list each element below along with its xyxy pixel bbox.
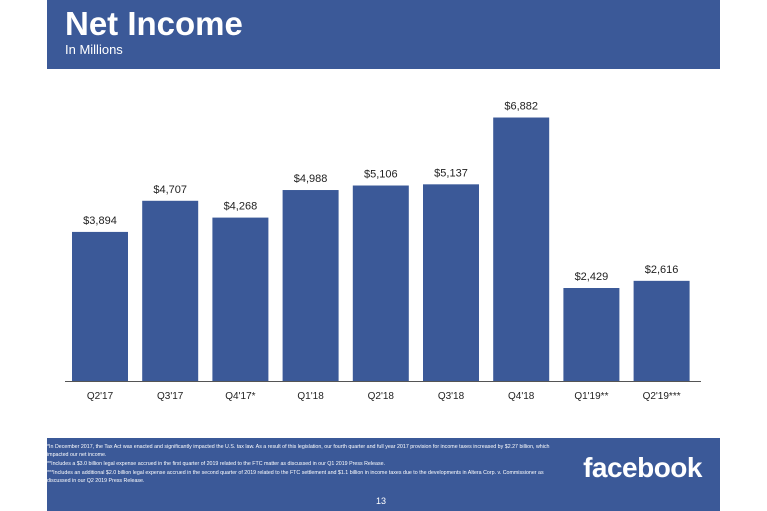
data-label-Q4'17*: $4,268: [224, 201, 258, 213]
header-banner: Net Income In Millions: [47, 0, 720, 69]
data-label-Q2'19***: $2,616: [645, 264, 679, 276]
bar-Q2'19***: [633, 280, 690, 381]
bar-Q1'18: [282, 190, 339, 381]
x-tick-label-Q1'18: Q1'18: [297, 391, 324, 402]
bar-Q4'18: [493, 117, 550, 382]
footnote-3: ***Includes an additional $2.0 billion l…: [47, 469, 544, 484]
data-label-Q3'17: $4,707: [153, 184, 187, 196]
page-subtitle: In Millions: [65, 42, 123, 57]
footer-banner: *In December 2017, the Tax Act was enact…: [47, 438, 720, 511]
data-label-Q3'18: $5,137: [434, 167, 468, 179]
data-label-Q1'19**: $2,429: [575, 271, 609, 283]
x-tick-label-Q2'19***: Q2'19***: [643, 391, 681, 402]
bar-Q3'18: [423, 184, 479, 381]
x-tick-label-Q2'18: Q2'18: [368, 391, 395, 402]
bar-Q2'17: [72, 231, 128, 381]
data-label-Q2'17: $3,894: [83, 215, 117, 227]
page-number: 13: [376, 496, 387, 506]
x-tick-label-Q4'18: Q4'18: [508, 391, 535, 402]
net-income-bar-chart: $3,894 Q2'17 $4,707 Q3'17 $4,268 Q4'17* $4,988…: [65, 101, 701, 402]
footnotes: *In December 2017, the Tax Act was enact…: [47, 444, 567, 487]
bar-Q2'18: [352, 185, 409, 381]
page-title: Net Income: [65, 5, 243, 42]
facebook-logo: facebook: [583, 452, 702, 483]
x-tick-label-Q4'17*: Q4'17*: [225, 391, 255, 402]
data-label-Q4'18: $6,882: [504, 101, 538, 113]
x-tick-label-Q3'17: Q3'17: [157, 391, 184, 402]
footnote-2: **Includes a $3.0 billion legal expense …: [47, 460, 386, 467]
footnote-1: *In December 2017, the Tax Act was enact…: [47, 444, 550, 458]
data-label-Q2'18: $5,106: [364, 169, 398, 181]
bar-Q3'17: [142, 200, 199, 381]
x-tick-label-Q1'19**: Q1'19**: [574, 391, 608, 402]
x-tick-label-Q2'17: Q2'17: [87, 391, 114, 402]
data-label-Q1'18: $4,988: [294, 173, 328, 185]
x-tick-label-Q3'18: Q3'18: [438, 391, 465, 402]
bar-Q1'19**: [563, 288, 620, 381]
bar-Q4'17*: [212, 217, 269, 381]
